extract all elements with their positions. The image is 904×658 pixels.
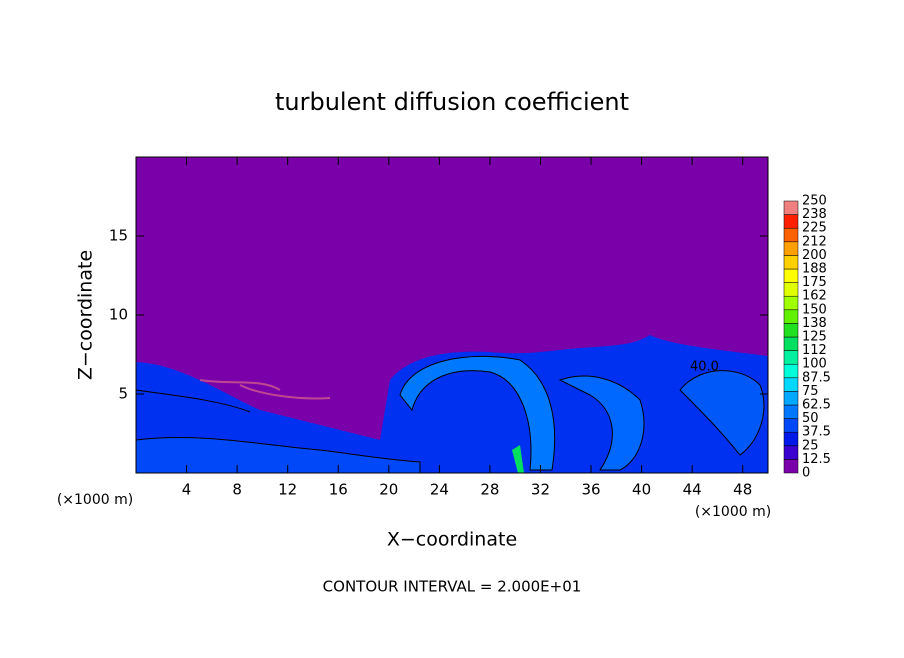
colorbar-label: 175 [802, 275, 827, 290]
colorbar-label: 225 [802, 221, 827, 236]
colorbar-swatch [783, 404, 799, 419]
chart-title: turbulent diffusion coefficient [275, 88, 629, 116]
y-tick-label: 15 [109, 227, 128, 245]
colorbar-swatch [783, 459, 799, 474]
colorbar-label: 238 [802, 207, 827, 222]
field-region [558, 375, 645, 471]
colorbar-swatch [783, 363, 799, 379]
x-tick-label: 32 [531, 481, 550, 499]
colorbar-swatch [783, 445, 799, 460]
colorbar-label: 100 [802, 357, 827, 372]
x-tick-label: 44 [683, 481, 702, 499]
colorbar-swatch [783, 268, 799, 283]
colorbar-label: 138 [802, 316, 827, 331]
field-region [136, 335, 768, 473]
colorbar-swatch [783, 295, 799, 311]
x-tick-label: 40 [632, 481, 651, 499]
colorbar-label: 200 [802, 248, 827, 263]
colorbar-swatch [783, 214, 799, 229]
contour-field [135, 157, 768, 474]
colorbar-swatch [783, 309, 799, 324]
y-axis-label: Z−coordinate [75, 250, 97, 380]
x-unit: (×1000 m) [57, 492, 133, 508]
x-unit: (×1000 m) [695, 504, 771, 520]
x-tick-label: 8 [232, 481, 242, 499]
field-region [679, 370, 765, 456]
colorbar-label: 87.5 [802, 370, 831, 385]
x-tick-label: 28 [480, 481, 499, 499]
colorbar-swatch [783, 282, 799, 297]
colorbar-label: 0 [802, 466, 810, 481]
colorbar-swatch [783, 200, 799, 215]
colorbar-swatch [783, 323, 799, 338]
x-tick-label: 20 [379, 481, 398, 499]
field-streak [199, 379, 331, 400]
x-axis-label: X−coordinate [387, 529, 517, 551]
x-tick-label: 36 [581, 481, 600, 499]
colorbar-swatch [783, 227, 799, 243]
colorbar-label: 37.5 [802, 425, 831, 440]
colorbar-swatch [783, 336, 799, 351]
contour-label: 40.0 [690, 360, 719, 375]
colorbar-label: 112 [802, 343, 827, 358]
colorbar-label: 12.5 [802, 452, 831, 467]
colorbar-label: 150 [802, 302, 827, 317]
x-tick-label: 16 [329, 481, 348, 499]
colorbar-label: 212 [802, 234, 827, 249]
x-tick-label: 24 [430, 481, 449, 499]
field-region [135, 436, 421, 474]
colorbar-swatch [783, 431, 799, 447]
contour-line [135, 389, 251, 413]
colorbar-label: 62.5 [802, 398, 831, 413]
field-region [399, 355, 556, 471]
x-tick-label: 12 [278, 481, 297, 499]
colorbar-swatch [783, 255, 799, 270]
y-tick-label: 5 [118, 385, 128, 403]
colorbar-label: 250 [802, 194, 827, 209]
colorbar-label: 125 [802, 330, 827, 345]
colorbar-swatch [783, 350, 799, 365]
colorbar-label: 50 [802, 411, 819, 426]
colorbar-label: 25 [802, 438, 819, 453]
colorbar-label: 162 [802, 289, 827, 304]
colorbar-swatch [783, 418, 799, 433]
colorbar-swatch [783, 377, 799, 392]
x-tick-label: 48 [733, 481, 752, 499]
colorbar-label: 188 [802, 262, 827, 277]
colorbar-swatch [783, 241, 799, 256]
x-tick-label: 4 [182, 481, 192, 499]
colorbar-swatch [783, 391, 799, 406]
y-tick-label: 10 [109, 306, 128, 324]
field-region [512, 445, 524, 473]
footer-note: CONTOUR INTERVAL = 2.000E+01 [323, 578, 582, 596]
colorbar-label: 75 [802, 384, 819, 399]
